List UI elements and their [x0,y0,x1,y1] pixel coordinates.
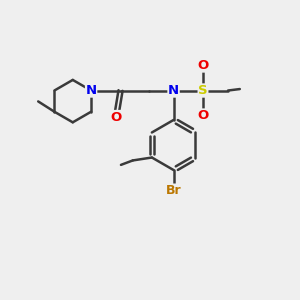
Text: S: S [198,84,208,97]
Text: Br: Br [166,184,182,197]
Text: O: O [197,109,208,122]
Text: O: O [110,110,122,124]
Text: N: N [85,84,97,97]
Text: N: N [168,84,179,97]
Text: O: O [197,59,208,72]
